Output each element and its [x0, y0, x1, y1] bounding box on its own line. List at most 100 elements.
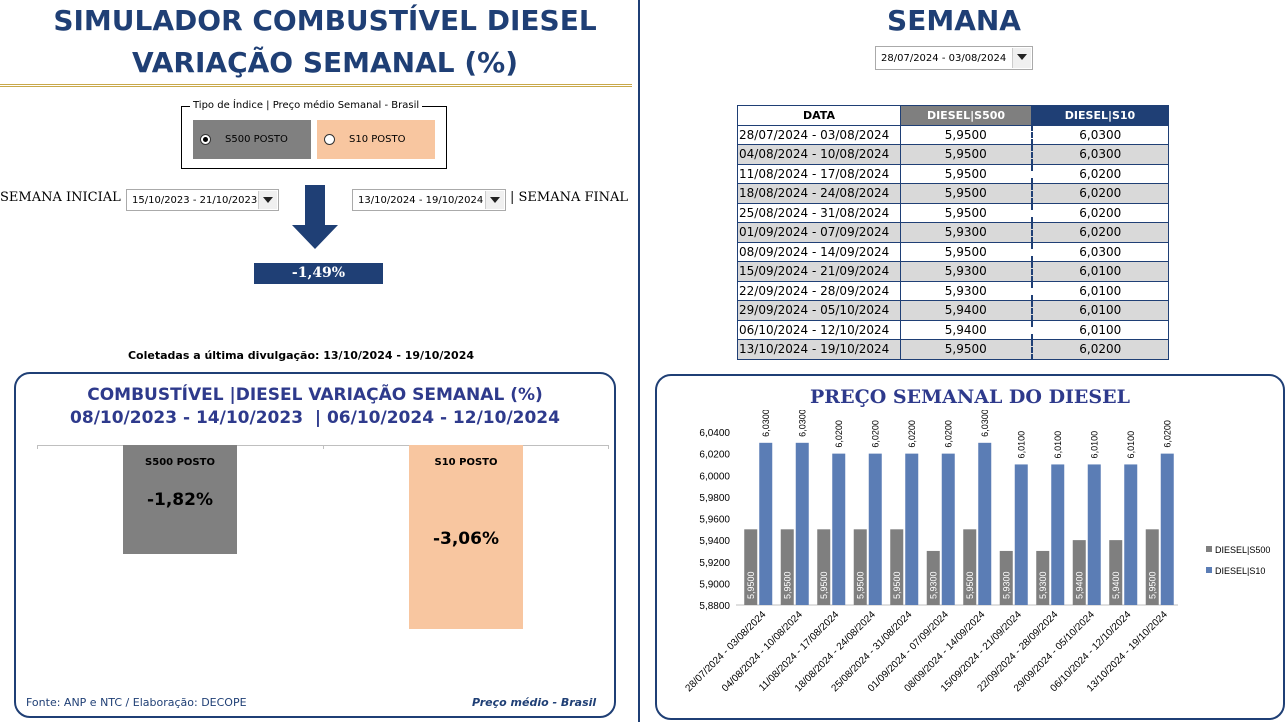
main-title-line1: SIMULADOR COMBUSTÍVEL DIESEL: [53, 4, 597, 37]
col-header-s10: DIESEL|S10: [1031, 105, 1169, 126]
table-row: 04/08/2024 - 10/08/2024 5,9500 6,0300: [737, 144, 1169, 165]
option-s500-label: S500 POSTO: [225, 134, 288, 145]
y-tick-label: 6,0000: [699, 471, 730, 482]
bar-s500: [817, 529, 831, 605]
chevron-down-icon[interactable]: [485, 191, 504, 209]
cell-date: 04/08/2024 - 10/08/2024: [737, 144, 901, 165]
chevron-down-icon[interactable]: [258, 191, 277, 209]
cell-s500: 5,9400: [900, 300, 1033, 321]
cell-s10: 6,0300: [1031, 241, 1169, 262]
bar-data-label: 6,0200: [834, 420, 844, 448]
bar-value: -1,82%: [146, 490, 214, 510]
final-week-value: 13/10/2024 - 19/10/2024: [358, 194, 484, 206]
cell-s500: 5,9400: [900, 319, 1033, 340]
arrow-down-icon: [292, 185, 338, 249]
legend-label: DIESEL|S500: [1215, 545, 1270, 555]
cell-s10: 6,0100: [1031, 261, 1169, 282]
bar-s10: [759, 442, 773, 605]
y-tick-label: 5,9000: [699, 579, 730, 590]
radio-s10-icon[interactable]: [324, 134, 335, 145]
cell-date: 11/08/2024 - 17/08/2024: [737, 163, 901, 184]
bar-s500: [1109, 540, 1123, 605]
bar-data-label: 5,9500: [819, 571, 829, 599]
variation-card-title: COMBUSTÍVEL |DIESEL VARIAÇÃO SEMANAL (%): [87, 385, 543, 405]
cell-s500: 5,9500: [900, 183, 1033, 204]
main-title-line2: VARIAÇÃO SEMANAL (%): [131, 46, 519, 79]
y-tick-label: 6,0200: [699, 450, 730, 461]
bar-s500: S500 POSTO -1,82%: [123, 445, 237, 555]
cell-date: 13/10/2024 - 19/10/2024: [737, 339, 901, 360]
cell-date: 18/08/2024 - 24/08/2024: [737, 183, 901, 204]
col-header-s500: DIESEL|S500: [900, 105, 1032, 126]
week-select-value: 28/07/2024 - 03/08/2024: [881, 52, 1007, 64]
variation-result: -1,49%: [254, 263, 383, 284]
cell-s10: 6,0200: [1031, 163, 1169, 184]
bar-data-label: 5,9500: [1147, 571, 1157, 599]
y-tick-label: 5,9200: [699, 558, 730, 569]
bar-s10: [1051, 464, 1065, 605]
bar-s500: [744, 529, 758, 605]
bar-data-label: 6,0200: [870, 420, 880, 448]
initial-week-select[interactable]: 15/10/2023 - 21/10/2023: [126, 189, 279, 211]
bar-s500: [780, 529, 794, 605]
chevron-down-icon[interactable]: [1012, 48, 1031, 68]
bar-s10: S10 POSTO -3,06%: [409, 445, 523, 629]
footer-note: Preço médio - Brasil: [472, 696, 597, 709]
table-row: 25/08/2024 - 31/08/2024 5,9500 6,0200: [737, 202, 1169, 223]
semana-title: SEMANA: [887, 4, 1021, 37]
collected-note: Coletadas a última divulgação: 13/10/202…: [127, 349, 474, 362]
table-header-row: DATA DIESEL|S500 DIESEL|S10: [737, 105, 1169, 126]
cell-date: 29/09/2024 - 05/10/2024: [737, 300, 901, 321]
bar-data-label: 6,0200: [907, 420, 917, 448]
bar-data-label: 6,0300: [761, 410, 771, 437]
cell-s10: 6,0200: [1031, 183, 1169, 204]
bar-data-label: 5,9500: [782, 571, 792, 599]
week-select[interactable]: 28/07/2024 - 03/08/2024: [875, 46, 1033, 70]
bar-data-label: 5,9300: [1038, 571, 1048, 599]
option-s500[interactable]: S500 POSTO: [193, 120, 311, 159]
cell-s500: 5,9500: [900, 124, 1033, 145]
bar-value: -3,06%: [432, 529, 500, 549]
bar-data-label: 5,9500: [965, 571, 975, 599]
bar-s10: [868, 453, 882, 605]
bar-s500: [1036, 550, 1050, 605]
bar-data-label: 6,0300: [797, 410, 807, 437]
bar-data-label: 5,9300: [1001, 571, 1011, 599]
panel-divider: [638, 0, 640, 722]
legend-swatch: [1206, 546, 1212, 552]
cell-s10: 6,0300: [1031, 144, 1169, 165]
variation-card-period: 08/10/2023 - 14/10/2023 | 06/10/2024 - 1…: [70, 408, 560, 428]
y-tick-label: 5,8800: [699, 601, 730, 612]
table-row: 11/08/2024 - 17/08/2024 5,9500 6,0200: [737, 163, 1169, 184]
price-table: DATA DIESEL|S500 DIESEL|S10 28/07/2024 -…: [737, 105, 1169, 360]
radio-s500-icon[interactable]: [200, 134, 211, 145]
bar-data-label: 6,0100: [1053, 431, 1063, 459]
bar-data-label: 5,9500: [892, 571, 902, 599]
bar-s10: [1160, 453, 1174, 605]
table-row: 18/08/2024 - 24/08/2024 5,9500 6,0200: [737, 183, 1169, 204]
bar-s10: [832, 453, 846, 605]
axis-tick: [37, 445, 38, 449]
bar-s500: [1145, 529, 1159, 605]
option-s10-label: S10 POSTO: [349, 134, 406, 145]
price-chart-title: PREÇO SEMANAL DO DIESEL: [810, 386, 1130, 408]
option-s10[interactable]: S10 POSTO: [317, 120, 435, 159]
bar-data-label: 6,0200: [1162, 420, 1172, 448]
cell-date: 01/09/2024 - 07/09/2024: [737, 222, 901, 243]
legend-label: DIESEL|S10: [1215, 566, 1265, 576]
y-tick-label: 5,9400: [699, 536, 730, 547]
index-type-label: Tipo de Índice | Preço médio Semanal - B…: [190, 100, 423, 111]
bar-s10: [1014, 464, 1028, 605]
cell-s500: 5,9300: [900, 222, 1033, 243]
bar-s500: [926, 550, 940, 605]
table-row: 01/09/2024 - 07/09/2024 5,9300 6,0200: [737, 222, 1169, 243]
cell-date: 25/08/2024 - 31/08/2024: [737, 202, 901, 223]
bar-s10: [1124, 464, 1138, 605]
cell-s10: 6,0200: [1031, 339, 1169, 360]
final-week-select[interactable]: 13/10/2024 - 19/10/2024: [352, 189, 506, 211]
bar-name: S10 POSTO: [434, 457, 498, 468]
cell-s10: 6,0200: [1031, 222, 1169, 243]
table-row: 06/10/2024 - 12/10/2024 5,9400 6,0100: [737, 319, 1169, 340]
bar-s500: [999, 550, 1013, 605]
bar-s10: [978, 442, 992, 605]
